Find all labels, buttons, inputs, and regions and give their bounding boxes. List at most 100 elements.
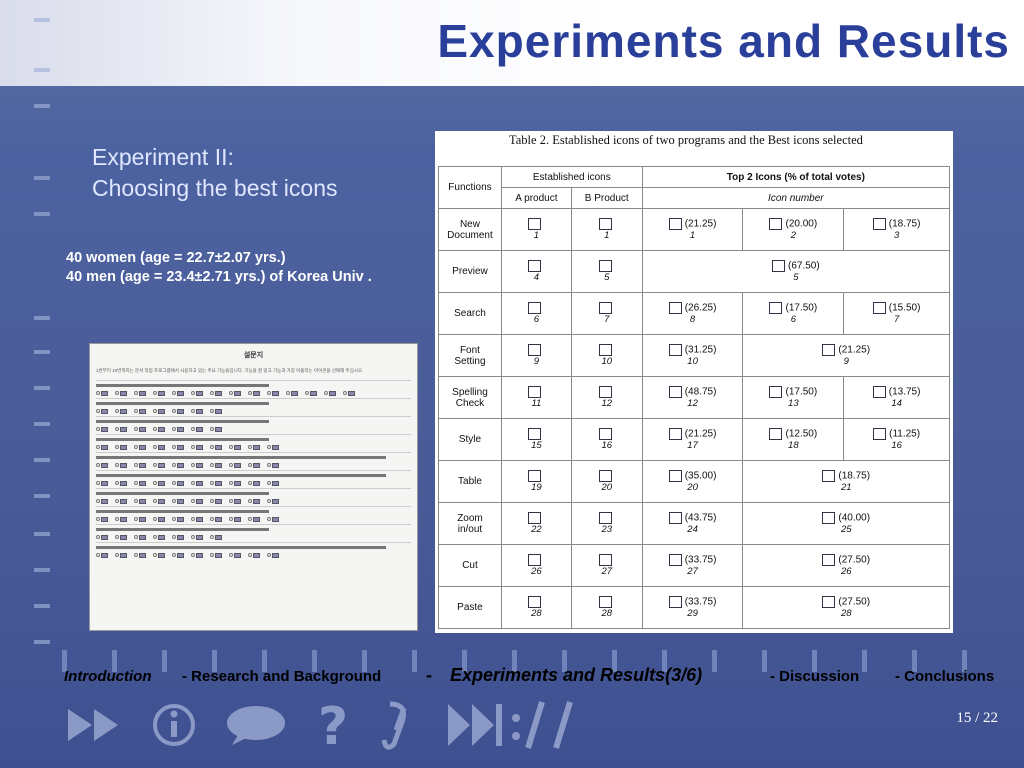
established-icon-b [598, 386, 612, 398]
option-radio [210, 480, 225, 486]
top-icon-cell: (67.50) 5 [641, 250, 951, 293]
link-icon[interactable] [378, 698, 418, 752]
option-radio [191, 444, 206, 450]
top-icon [822, 344, 836, 356]
decor-tick [912, 650, 917, 672]
question-options [96, 408, 411, 414]
vote-percent: (26.25) [684, 302, 717, 314]
established-icon-a [528, 386, 542, 398]
table-row: Font Setting 9 10 (31.25) 10 (21.25) 9 [438, 334, 950, 377]
top-icon-cell: (31.25) 10 [641, 334, 744, 377]
icon-number-a: 1 [533, 230, 540, 241]
skip-to-end-icon[interactable] [446, 698, 596, 752]
decor-tick [462, 650, 467, 672]
question-icon[interactable]: ? [316, 698, 350, 752]
slide-title: Experiments and Results [437, 15, 1010, 67]
established-icon-b [598, 470, 612, 482]
top-icon-cell: (21.25) 1 [641, 208, 744, 251]
top-icon-cell: (17.50) 13 [742, 376, 845, 419]
established-icon-b [598, 596, 612, 608]
top-icon-cell: (27.50) 26 [742, 544, 950, 587]
top-icon [668, 512, 682, 524]
decor-tick [612, 650, 617, 672]
function-name-2: Check [455, 397, 485, 409]
vote-percent: (35.00) [684, 470, 717, 482]
nav-research[interactable]: - Research and Background [182, 668, 382, 685]
top-icon-number: 25 [840, 524, 852, 535]
top-icon-number: 5 [793, 272, 799, 283]
header-functions: Functions [438, 166, 502, 209]
function-name: Font [459, 344, 480, 356]
established-icon-a [528, 344, 542, 356]
option-radio [134, 444, 149, 450]
option-radio [96, 444, 111, 450]
option-radio [210, 552, 225, 558]
nav-conclusions[interactable]: - Conclusions [895, 668, 995, 685]
icon-number-b: 16 [601, 440, 613, 451]
option-radio [115, 498, 130, 504]
option-radio [134, 408, 149, 414]
vote-percent: (20.00) [785, 218, 818, 230]
top-icon-number: 12 [687, 398, 698, 409]
decor-dash [34, 568, 50, 572]
function-name: Style [458, 434, 482, 445]
table-row: Zoom in/out 22 23 (43.75) 24 (40.00) 25 [438, 502, 950, 545]
a-product-cell: 1 [500, 208, 572, 251]
nav-current-section[interactable]: Experiments and Results(3/6) [450, 665, 703, 685]
decor-dash [34, 532, 50, 536]
option-radio [134, 516, 149, 522]
top-icon [822, 554, 836, 566]
top-icon-number: 21 [840, 482, 852, 493]
questionnaire-question [96, 542, 411, 560]
option-radio [267, 498, 282, 504]
option-radio [172, 390, 187, 396]
option-radio [115, 534, 130, 540]
established-icon-b [598, 428, 612, 440]
icon-number-a: 26 [531, 566, 542, 577]
option-radio [96, 498, 111, 504]
a-product-cell: 15 [500, 418, 572, 461]
option-radio [267, 516, 282, 522]
speech-bubble-icon[interactable] [224, 703, 288, 747]
established-icon-a [528, 554, 542, 566]
decor-tick [962, 650, 967, 672]
option-radio [115, 462, 130, 468]
option-radio [134, 462, 149, 468]
option-radio [191, 408, 206, 414]
table-row: Style 15 16 (21.25) 17 (12.50) 18 (11.25) 16 [438, 418, 950, 461]
established-icon-a [528, 470, 542, 482]
decor-dash [34, 176, 50, 180]
b-product-cell: 1 [570, 208, 643, 251]
option-radio [229, 390, 244, 396]
question-text [96, 402, 270, 405]
option-radio [248, 390, 263, 396]
top-icon-number: 9 [843, 356, 849, 367]
option-radio [134, 534, 149, 540]
experiment-heading-line2: Choosing the best icons [92, 175, 338, 201]
option-radio [96, 534, 111, 540]
experiment-heading: Experiment II: Choosing the best icons [92, 142, 338, 204]
top-icon-cell: (11.25) 16 [843, 418, 950, 461]
top-icon [872, 218, 886, 230]
info-icon[interactable] [152, 703, 196, 747]
decor-dash [34, 386, 50, 390]
experiment-heading-line1: Experiment II: [92, 144, 234, 170]
function-name-2: Document [447, 229, 493, 241]
questionnaire-question [96, 452, 411, 470]
decor-tick [362, 650, 367, 672]
option-radio [96, 552, 111, 558]
icon-number-b: 28 [601, 608, 613, 619]
a-product-cell: 11 [500, 376, 572, 419]
vote-percent: (27.50) [838, 596, 871, 608]
b-product-cell: 20 [570, 460, 643, 503]
top-icon [772, 260, 785, 272]
vote-percent: (15.50) [888, 302, 921, 314]
questionnaire-intro: 1번부터 10번까지는 문서 작업 프로그램에서 사용하고 있는 주요 기능들입… [96, 368, 364, 373]
fast-forward-icon[interactable] [64, 705, 124, 745]
questionnaire-question [96, 380, 411, 398]
nav-introduction[interactable]: Introduction [64, 668, 152, 685]
questionnaire-question [96, 398, 411, 416]
nav-discussion[interactable]: - Discussion [770, 668, 860, 685]
function-name: Spelling [452, 386, 488, 398]
established-icon-b [598, 260, 612, 272]
